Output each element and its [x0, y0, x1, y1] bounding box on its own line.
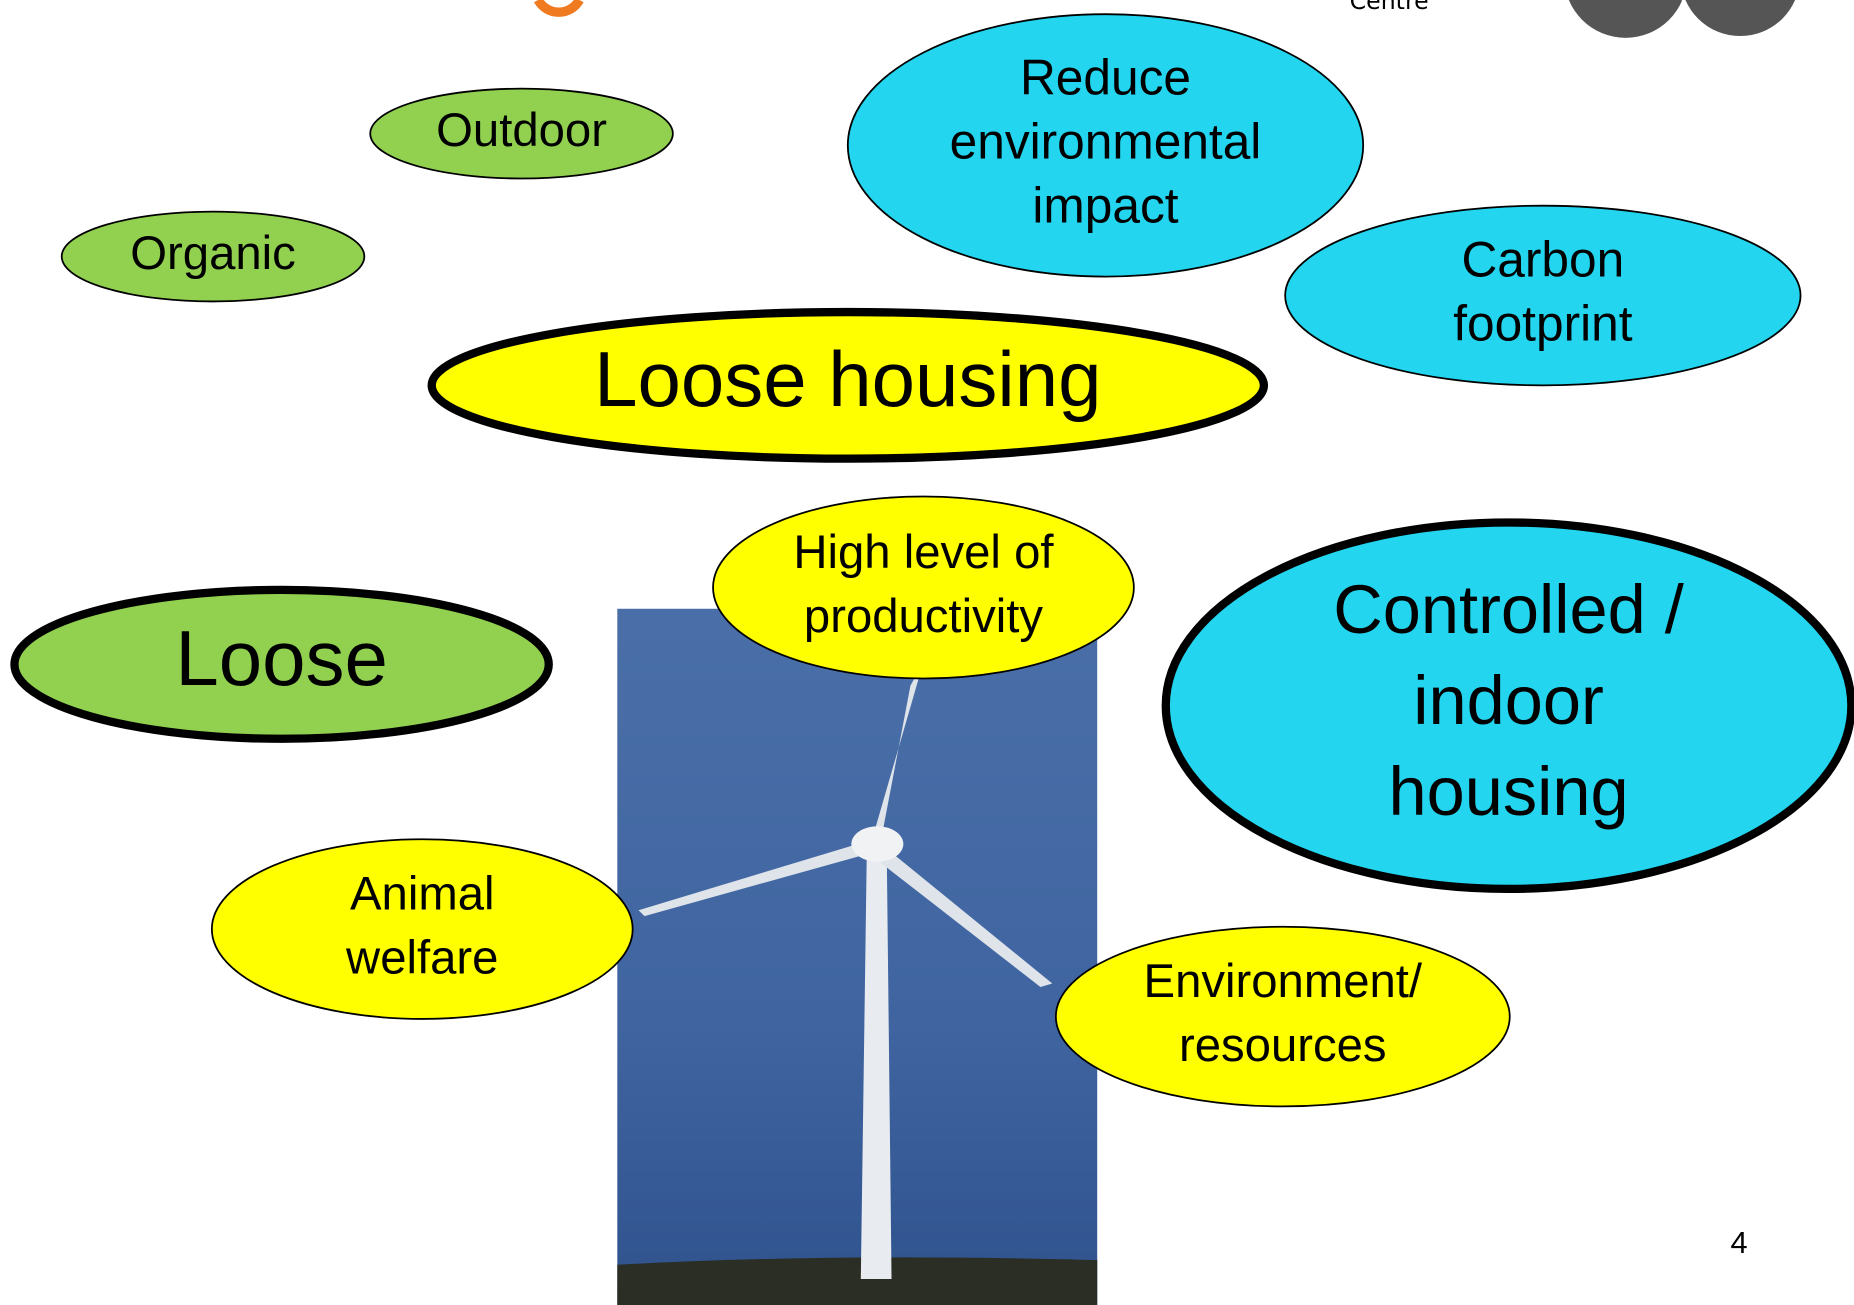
bubble-label: Loose housing: [594, 335, 1101, 423]
bubble-label: footprint: [1453, 296, 1633, 352]
bubble-label: Organic: [130, 227, 296, 280]
bubble-label: Carbon: [1461, 232, 1624, 288]
bubble-label: welfare: [345, 932, 498, 985]
bubble: [212, 839, 633, 1019]
page: {"header": {"logo_text": "Centre"}, "bub…: [0, 0, 1854, 1305]
slide: Centre 4 Outdoor Organic Reduce environment…: [0, 0, 1854, 1305]
bubble-label: High level of: [793, 526, 1054, 579]
bubble-label: productivity: [804, 590, 1043, 643]
logo-text: Centre: [1350, 0, 1429, 15]
logo-circle: [1679, 0, 1802, 38]
page-number: 4: [1731, 1225, 1748, 1260]
bubble-label: impact: [1032, 177, 1178, 233]
bubble-label: indoor: [1413, 662, 1604, 739]
logo-arc: [538, 0, 579, 12]
bubble-label: environmental: [950, 114, 1262, 170]
bubble-label: housing: [1389, 753, 1629, 830]
bubble: [1056, 927, 1510, 1107]
bubble-label: Loose: [175, 614, 388, 702]
bubble-label: Animal: [350, 868, 494, 921]
turbine-photo: [617, 609, 1097, 1305]
bubble-label: Outdoor: [436, 104, 607, 157]
bubble-label: Reduce: [1020, 50, 1191, 106]
logo-circle: [1564, 0, 1687, 38]
bubble-label: Controlled /: [1333, 571, 1684, 648]
bubble-label: resources: [1179, 1019, 1387, 1072]
bubble-label: Environment/: [1144, 955, 1423, 1008]
bubble: [713, 496, 1134, 678]
